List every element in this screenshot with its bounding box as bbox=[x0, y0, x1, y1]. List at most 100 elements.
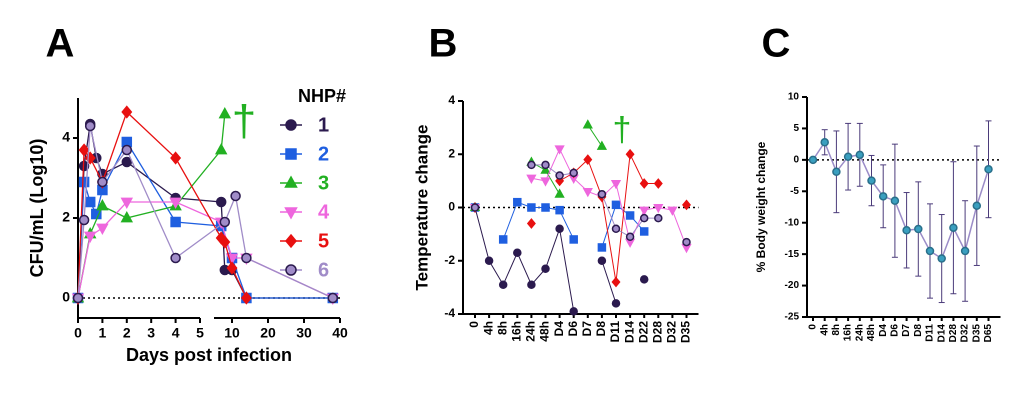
x-tick-label: 48h bbox=[538, 321, 552, 342]
marker bbox=[597, 189, 607, 199]
x-tick-label: D32 bbox=[960, 324, 971, 343]
y-tick-label: -25 bbox=[785, 312, 800, 323]
marker bbox=[285, 148, 297, 160]
marker bbox=[625, 211, 635, 220]
marker bbox=[867, 176, 876, 185]
marker bbox=[84, 196, 96, 208]
marker bbox=[498, 280, 508, 289]
series-line bbox=[531, 147, 687, 248]
marker bbox=[569, 168, 578, 178]
marker bbox=[526, 218, 536, 229]
marker bbox=[230, 190, 241, 202]
marker bbox=[611, 299, 621, 308]
marker bbox=[639, 227, 649, 236]
marker bbox=[611, 224, 621, 234]
marker bbox=[541, 203, 550, 212]
marker bbox=[583, 154, 593, 165]
x-tick-label: 10 bbox=[224, 325, 240, 341]
marker bbox=[554, 145, 565, 155]
marker bbox=[582, 187, 593, 198]
series-line bbox=[474, 207, 575, 312]
marker bbox=[78, 214, 90, 226]
x-tick-label: D14 bbox=[622, 321, 636, 343]
x-tick-label: 40 bbox=[332, 325, 348, 341]
x-tick-label: D11 bbox=[608, 321, 622, 343]
x-tick-label: D28 bbox=[650, 321, 664, 343]
x-tick-label: D8 bbox=[913, 324, 924, 337]
marker bbox=[890, 196, 900, 205]
x-tick-label: 0 bbox=[74, 325, 82, 341]
x-tick-label: 20 bbox=[260, 325, 276, 341]
x-tick-label: 4h bbox=[819, 324, 830, 336]
marker bbox=[327, 292, 339, 304]
marker bbox=[653, 178, 663, 189]
y-tick-label: -2 bbox=[444, 253, 455, 267]
marker bbox=[513, 248, 522, 258]
marker bbox=[832, 167, 841, 177]
x-tick-label: D14 bbox=[936, 324, 947, 343]
x-tick-label: D7 bbox=[901, 324, 912, 337]
marker bbox=[513, 197, 522, 207]
marker bbox=[808, 155, 818, 165]
series-line bbox=[77, 201, 334, 299]
marker bbox=[214, 143, 228, 155]
x-tick-label: D28 bbox=[948, 324, 959, 343]
y-tick-label: 0 bbox=[793, 154, 799, 165]
marker bbox=[285, 233, 297, 249]
series-line bbox=[587, 124, 603, 147]
x-tick-label: 8h bbox=[831, 324, 842, 336]
marker bbox=[610, 179, 622, 190]
marker bbox=[285, 119, 297, 131]
marker bbox=[72, 292, 84, 304]
y-axis-title: % Body weight change bbox=[754, 141, 768, 272]
marker bbox=[569, 235, 578, 244]
marker bbox=[284, 175, 298, 188]
series-line bbox=[601, 204, 645, 248]
marker bbox=[498, 235, 508, 244]
y-tick-label: 2 bbox=[448, 146, 455, 160]
marker bbox=[569, 307, 578, 316]
legend-label: 6 bbox=[318, 259, 329, 281]
y-tick-label: 10 bbox=[788, 92, 800, 103]
panel-letter: A bbox=[46, 22, 75, 66]
panel-letter: B bbox=[429, 22, 458, 66]
x-tick-label: D22 bbox=[636, 321, 650, 343]
marker bbox=[949, 223, 958, 232]
x-tick-label: 24h bbox=[524, 321, 538, 342]
x-tick-label: D7 bbox=[580, 321, 594, 337]
marker bbox=[120, 211, 134, 223]
marker bbox=[902, 226, 911, 235]
x-tick-label: 5 bbox=[196, 325, 204, 341]
marker bbox=[625, 232, 635, 242]
y-tick-label: 0 bbox=[448, 200, 455, 214]
marker bbox=[170, 216, 181, 228]
x-tick-label: D11 bbox=[925, 324, 936, 342]
marker bbox=[639, 206, 650, 216]
x-tick-label: 3 bbox=[147, 325, 155, 341]
series-line bbox=[812, 140, 990, 260]
marker bbox=[484, 256, 494, 265]
marker bbox=[555, 171, 564, 180]
marker bbox=[120, 197, 134, 209]
marker bbox=[470, 203, 480, 212]
marker bbox=[97, 176, 108, 188]
y-tick-label: 2 bbox=[62, 209, 70, 225]
marker bbox=[219, 216, 231, 228]
marker bbox=[960, 246, 970, 256]
marker bbox=[555, 175, 565, 187]
marker bbox=[527, 203, 536, 212]
marker bbox=[972, 201, 982, 210]
marker bbox=[219, 235, 231, 249]
marker bbox=[121, 156, 133, 168]
legend-label: 2 bbox=[318, 143, 329, 165]
marker bbox=[625, 148, 635, 160]
marker bbox=[96, 199, 109, 211]
x-tick-label: 16h bbox=[843, 324, 854, 341]
marker bbox=[121, 144, 133, 156]
marker bbox=[843, 152, 853, 161]
marker bbox=[218, 107, 232, 119]
marker bbox=[226, 261, 238, 275]
x-tick-label: 2 bbox=[123, 325, 131, 341]
x-tick-label: D6 bbox=[890, 324, 901, 337]
legend-label: 3 bbox=[318, 172, 329, 194]
